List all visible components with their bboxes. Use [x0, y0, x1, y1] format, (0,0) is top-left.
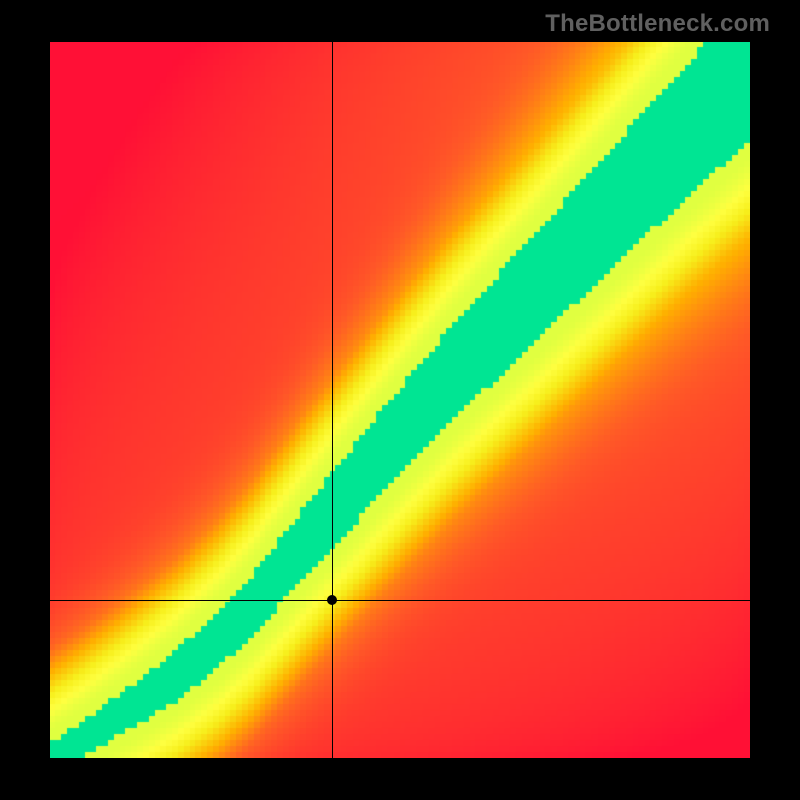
bottleneck-heatmap: [50, 42, 750, 758]
watermark-text: TheBottleneck.com: [545, 10, 770, 38]
chart-container: { "canvas": { "width": 800, "height": 80…: [0, 0, 800, 800]
